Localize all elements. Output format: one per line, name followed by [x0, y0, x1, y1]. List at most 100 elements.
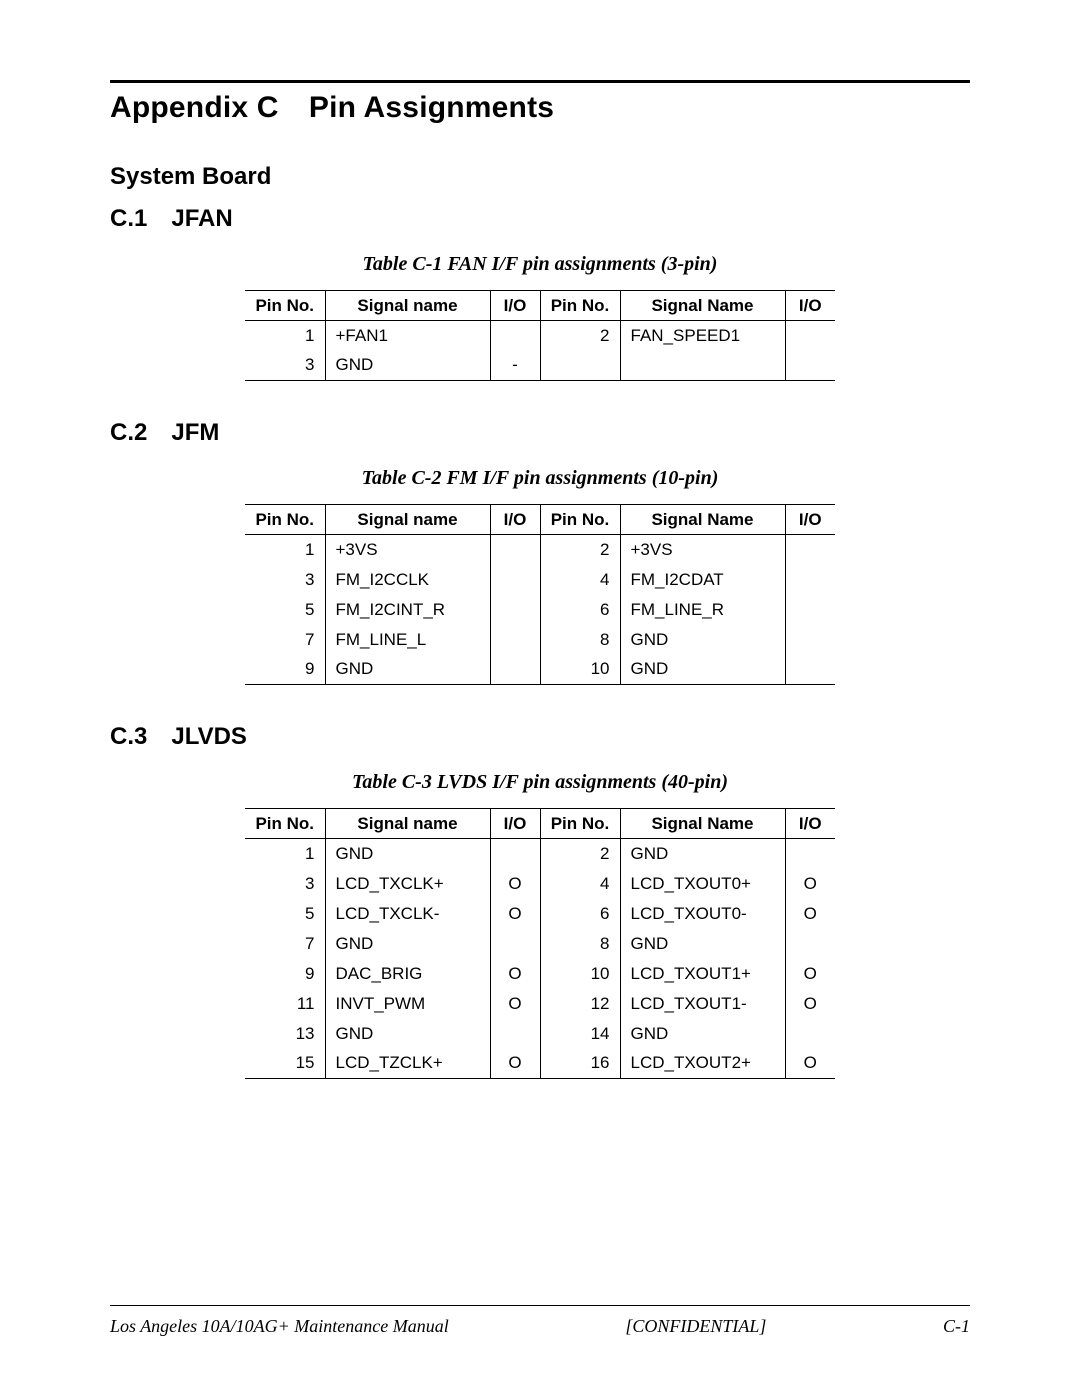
table-body-c1: 1+FAN12FAN_SPEED13GND-: [245, 321, 835, 381]
table-c3: Pin No. Signal name I/O Pin No. Signal N…: [245, 808, 835, 1079]
cell: +3VS: [620, 535, 785, 565]
cell: [785, 655, 835, 685]
cell: 6: [540, 899, 620, 929]
cell: O: [490, 1049, 540, 1079]
cell: GND: [620, 929, 785, 959]
cell: GND: [620, 655, 785, 685]
cell: 3: [245, 351, 325, 381]
table-row: 1+FAN12FAN_SPEED1: [245, 321, 835, 351]
cell: O: [785, 899, 835, 929]
col-pinno-r: Pin No.: [540, 505, 620, 535]
cell: 5: [245, 595, 325, 625]
table-row: 1GND2GND: [245, 839, 835, 869]
col-pinno-r: Pin No.: [540, 809, 620, 839]
cell: LCD_TXOUT1+: [620, 959, 785, 989]
page-title: Appendix C Pin Assignments: [110, 91, 970, 125]
cell: 8: [540, 625, 620, 655]
table-row: 3GND-: [245, 351, 835, 381]
table-row: 1+3VS2+3VS: [245, 535, 835, 565]
cell: 11: [245, 989, 325, 1019]
table-row: 3FM_I2CCLK4FM_I2CDAT: [245, 565, 835, 595]
cell: GND: [325, 1019, 490, 1049]
table-caption-c3: Table C-3 LVDS I/F pin assignments (40-p…: [110, 771, 970, 794]
cell: 9: [245, 655, 325, 685]
table-c2: Pin No. Signal name I/O Pin No. Signal N…: [245, 504, 835, 685]
cell: [490, 625, 540, 655]
table-header-row: Pin No. Signal name I/O Pin No. Signal N…: [245, 809, 835, 839]
col-signal-l: Signal name: [325, 505, 490, 535]
cell: O: [490, 869, 540, 899]
footer-center: [CONFIDENTIAL]: [625, 1316, 766, 1337]
col-io-l: I/O: [490, 291, 540, 321]
cell: [490, 535, 540, 565]
cell: LCD_TXCLK+: [325, 869, 490, 899]
cell: [490, 839, 540, 869]
cell: GND: [325, 351, 490, 381]
footer-right: C-1: [943, 1316, 970, 1337]
cell: LCD_TXCLK-: [325, 899, 490, 929]
cell: FM_I2CINT_R: [325, 595, 490, 625]
page-footer: Los Angeles 10A/10AG+ Maintenance Manual…: [110, 1305, 970, 1337]
col-signal-r: Signal Name: [620, 505, 785, 535]
cell: GND: [620, 839, 785, 869]
cell: O: [490, 959, 540, 989]
cell: [490, 595, 540, 625]
cell: 2: [540, 321, 620, 351]
cell: 1: [245, 535, 325, 565]
cell: FM_I2CDAT: [620, 565, 785, 595]
table-row: 13GND14GND: [245, 1019, 835, 1049]
cell: 12: [540, 989, 620, 1019]
table-caption-c2: Table C-2 FM I/F pin assignments (10-pin…: [110, 467, 970, 490]
col-io-r: I/O: [785, 809, 835, 839]
cell: [785, 321, 835, 351]
table-caption-c1: Table C-1 FAN I/F pin assignments (3-pin…: [110, 253, 970, 276]
cell: 10: [540, 655, 620, 685]
cell: FM_LINE_L: [325, 625, 490, 655]
section-heading-c3: C.3 JLVDS: [110, 723, 970, 751]
col-pinno-l: Pin No.: [245, 505, 325, 535]
cell: [490, 565, 540, 595]
cell: 2: [540, 839, 620, 869]
cell: 7: [245, 625, 325, 655]
cell: [785, 595, 835, 625]
cell: GND: [325, 839, 490, 869]
cell: LCD_TXOUT0-: [620, 899, 785, 929]
cell: GND: [325, 655, 490, 685]
table-row: 7FM_LINE_L 8GND: [245, 625, 835, 655]
footer-left: Los Angeles 10A/10AG+ Maintenance Manual: [110, 1316, 449, 1337]
cell: -: [490, 351, 540, 381]
cell: [490, 321, 540, 351]
cell: [785, 565, 835, 595]
cell: 2: [540, 535, 620, 565]
cell: 4: [540, 565, 620, 595]
table-row: 7GND8GND: [245, 929, 835, 959]
cell: 8: [540, 929, 620, 959]
col-io-l: I/O: [490, 505, 540, 535]
cell: 3: [245, 869, 325, 899]
page-subtitle: System Board: [110, 163, 970, 191]
cell: FM_I2CCLK: [325, 565, 490, 595]
cell: 14: [540, 1019, 620, 1049]
cell: O: [785, 989, 835, 1019]
col-signal-l: Signal name: [325, 291, 490, 321]
cell: [785, 535, 835, 565]
table-row: 9GND10GND: [245, 655, 835, 685]
cell: 9: [245, 959, 325, 989]
cell: [490, 929, 540, 959]
col-io-r: I/O: [785, 505, 835, 535]
cell: LCD_TXOUT0+: [620, 869, 785, 899]
cell: 7: [245, 929, 325, 959]
cell: GND: [620, 625, 785, 655]
cell: 13: [245, 1019, 325, 1049]
table-header-row: Pin No. Signal name I/O Pin No. Signal N…: [245, 505, 835, 535]
section-heading-c2: C.2 JFM: [110, 419, 970, 447]
section-heading-c1: C.1 JFAN: [110, 205, 970, 233]
cell: GND: [325, 929, 490, 959]
cell: [490, 655, 540, 685]
footer-rule: [110, 1305, 970, 1306]
cell: +3VS: [325, 535, 490, 565]
col-signal-l: Signal name: [325, 809, 490, 839]
cell: [785, 1019, 835, 1049]
cell: [620, 351, 785, 381]
col-signal-r: Signal Name: [620, 291, 785, 321]
